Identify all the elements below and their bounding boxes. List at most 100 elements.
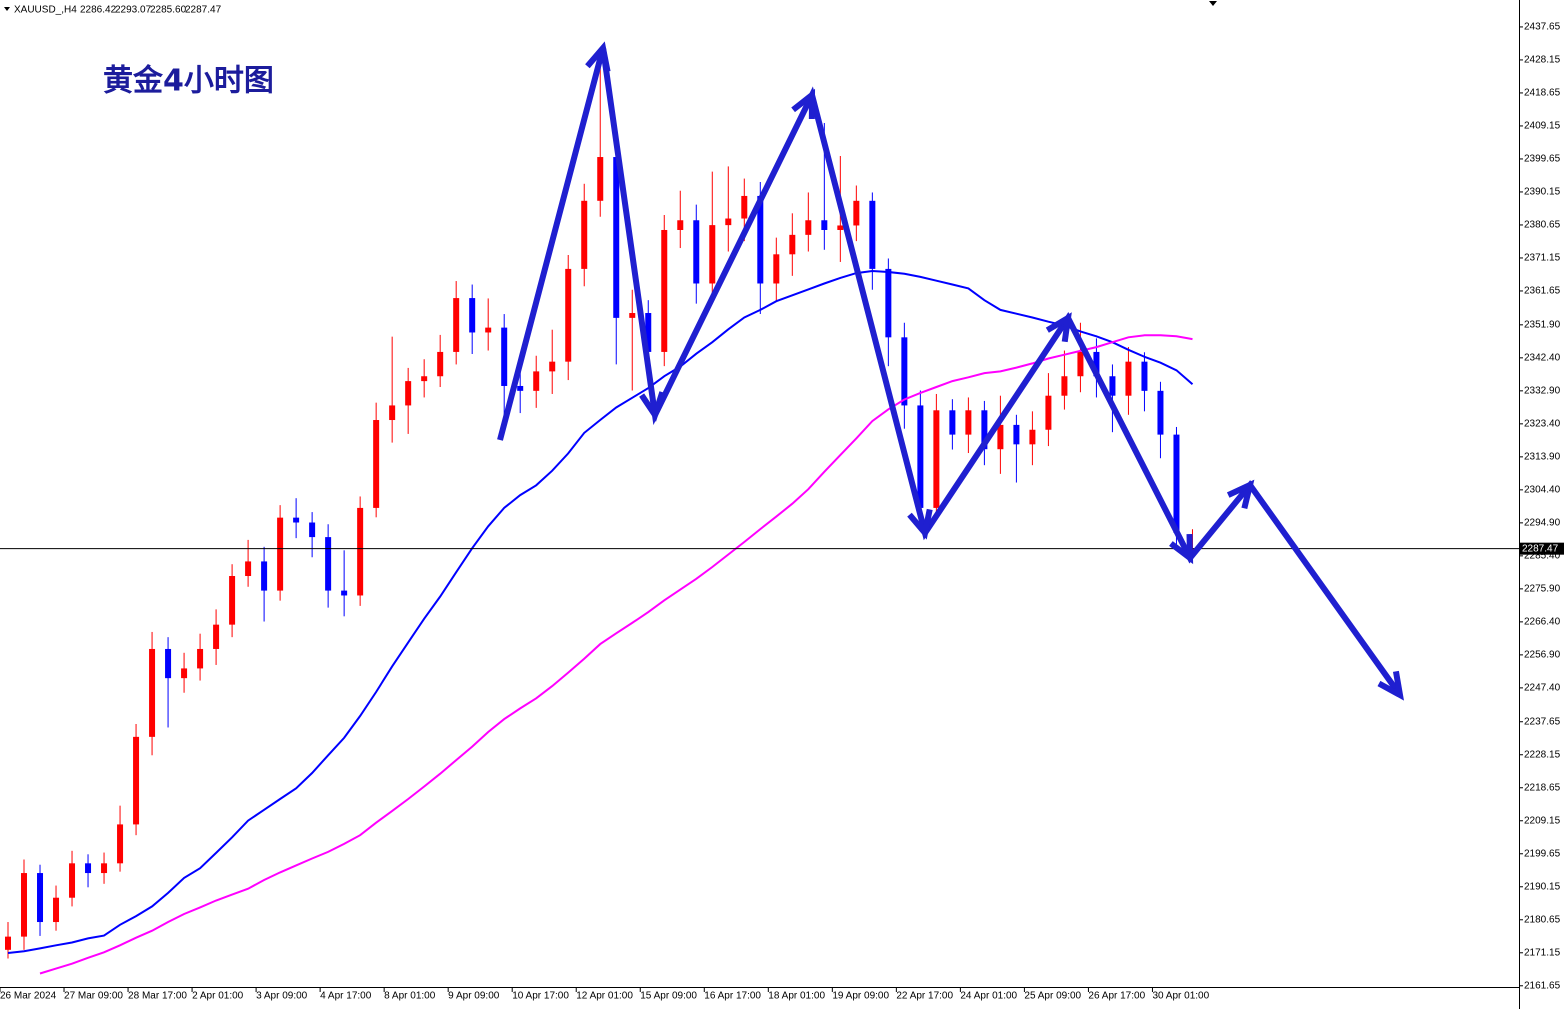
candle-body <box>69 863 76 898</box>
candle-body <box>1045 395 1052 430</box>
moving-average <box>39 334 1193 975</box>
y-tick-label: 2409.15 <box>1524 121 1561 132</box>
candle-body <box>101 863 108 874</box>
candle-body <box>1173 434 1180 533</box>
y-tick-label: 2399.65 <box>1524 154 1561 165</box>
y-tick-label: 2228.15 <box>1524 749 1561 760</box>
y-tick-label: 2313.90 <box>1524 451 1561 462</box>
x-tick-label: 26 Mar 2024 <box>0 991 57 1002</box>
arrow-head <box>1226 479 1255 510</box>
candle-body <box>453 298 460 352</box>
candle-body <box>149 648 156 737</box>
candle-body <box>725 218 732 226</box>
y-tick-label: 2332.90 <box>1524 385 1561 396</box>
candle-body <box>741 195 748 219</box>
candle-body <box>1029 429 1036 445</box>
y-tick-label: 2171.15 <box>1524 947 1561 958</box>
x-tick-label: 3 Apr 09:00 <box>256 991 308 1002</box>
candle-body <box>917 405 924 508</box>
candle-body <box>901 337 908 406</box>
y-tick-label: 2209.15 <box>1524 815 1561 826</box>
candle-body <box>997 424 1004 450</box>
candle-body <box>565 268 572 362</box>
candle-body <box>757 195 764 284</box>
candle-body <box>581 200 588 269</box>
candle-body <box>117 824 124 864</box>
candle-body <box>677 220 684 230</box>
y-tick-label: 2418.65 <box>1524 88 1561 99</box>
candle-body <box>21 873 28 937</box>
candle-body <box>37 873 44 923</box>
y-tick-label: 2437.65 <box>1524 22 1561 33</box>
x-tick-label: 27 Mar 09:00 <box>64 991 123 1002</box>
candle-body <box>373 420 380 508</box>
x-tick-label: 9 Apr 09:00 <box>448 991 500 1002</box>
ohlc-value: 2285.60 <box>150 5 187 16</box>
x-tick-label: 8 Apr 01:00 <box>384 991 436 1002</box>
candle-body <box>789 234 796 255</box>
candle-body <box>1125 361 1132 396</box>
candle-body <box>533 371 540 391</box>
y-tick-label: 2256.90 <box>1524 650 1561 661</box>
candle-body <box>229 576 236 625</box>
candle-body <box>853 200 860 226</box>
y-tick-label: 2218.65 <box>1524 782 1561 793</box>
arrow-head <box>1045 312 1072 343</box>
trend-arrows <box>497 41 1405 701</box>
ohlc-value: 2293.07 <box>115 5 152 16</box>
candle-body <box>1093 351 1100 377</box>
candle-body <box>949 410 956 435</box>
x-tick-label: 4 Apr 17:00 <box>320 991 372 1002</box>
shift-marker <box>1209 1 1217 6</box>
x-tick-label: 2 Apr 01:00 <box>192 991 244 1002</box>
candle-body <box>661 229 668 352</box>
y-tick-label: 2390.15 <box>1524 187 1561 198</box>
candle-body <box>821 220 828 230</box>
candle-body <box>837 225 844 230</box>
y-tick-label: 2351.90 <box>1524 319 1561 330</box>
y-tick-label: 2237.65 <box>1524 716 1561 727</box>
candle-body <box>885 268 892 338</box>
x-tick-label: 10 Apr 17:00 <box>512 991 569 1002</box>
ohlc-value: 2286.42 <box>80 5 117 16</box>
y-tick-label: 2180.65 <box>1524 914 1561 925</box>
candle-body <box>293 517 300 523</box>
candle-body <box>165 648 172 679</box>
candle-body <box>245 561 252 577</box>
y-tick-label: 2361.65 <box>1524 286 1561 297</box>
chart-title: 黄金4小时图 <box>103 64 274 99</box>
candle-body <box>629 313 636 318</box>
x-tick-label: 12 Apr 01:00 <box>576 991 633 1002</box>
candle-body <box>645 313 652 352</box>
candle-body <box>357 507 364 596</box>
y-tick-label: 2304.40 <box>1524 484 1561 495</box>
y-tick-label: 2199.65 <box>1524 848 1561 859</box>
candle-body <box>181 668 188 679</box>
price-label-box <box>1520 542 1564 555</box>
y-tick-label: 2294.90 <box>1524 517 1561 528</box>
candle-body <box>709 225 716 284</box>
arrow-head <box>791 88 816 120</box>
y-tick-label: 2342.40 <box>1524 352 1561 363</box>
candle-body <box>485 327 492 333</box>
candle-body <box>309 522 316 538</box>
x-tick-label: 28 Mar 17:00 <box>128 991 187 1002</box>
candle-body <box>421 376 428 382</box>
candle-body <box>773 254 780 284</box>
candle-body <box>405 381 412 406</box>
y-tick-label: 2380.65 <box>1524 220 1561 231</box>
y-tick-label: 2428.15 <box>1524 55 1561 66</box>
candle-body <box>869 200 876 269</box>
candle-body <box>613 157 620 318</box>
ohlc-value: 2287.47 <box>185 5 222 16</box>
candle-body <box>1141 361 1148 391</box>
x-tick-label: 19 Apr 09:00 <box>832 991 889 1002</box>
header-icon <box>4 7 10 11</box>
arrow-head <box>585 41 611 73</box>
y-tick-label: 2190.15 <box>1524 881 1561 892</box>
x-tick-label: 25 Apr 09:00 <box>1024 991 1081 1002</box>
